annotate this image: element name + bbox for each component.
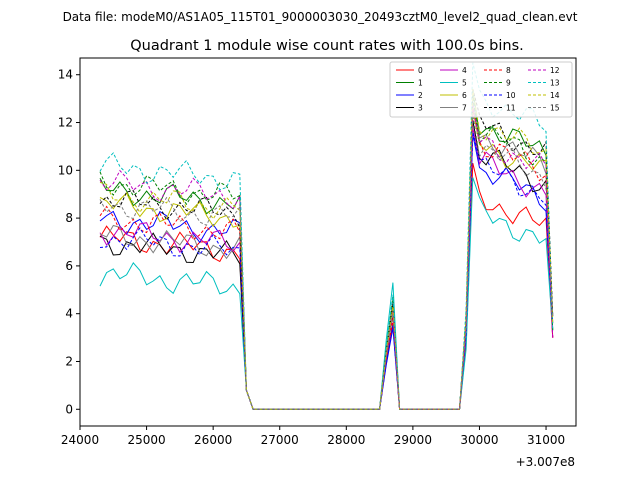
x-tick-label: 27000 (261, 433, 299, 447)
x-tick-label: 25000 (127, 433, 165, 447)
legend-label: 0 (418, 66, 423, 75)
legend-label: 5 (462, 79, 467, 88)
y-tick-label: 0 (65, 402, 73, 416)
legend-label: 11 (506, 104, 516, 113)
legend-label: 12 (550, 66, 560, 75)
legend-label: 6 (462, 91, 467, 100)
file-label: Data file: modeM0/AS1A05_115T01_90000030… (63, 10, 578, 24)
y-tick-label: 4 (65, 307, 73, 321)
x-tick-label: 29000 (394, 433, 432, 447)
legend-label: 8 (506, 66, 511, 75)
legend-label: 4 (462, 66, 467, 75)
y-tick-label: 14 (58, 68, 73, 82)
x-offset-label: +3.007e8 (516, 455, 575, 469)
x-tick-label: 28000 (327, 433, 365, 447)
legend-label: 1 (418, 79, 423, 88)
series-layer (99, 62, 554, 410)
y-axis: 0 2 4 6 8 10 12 14 (58, 68, 80, 416)
y-tick-label: 6 (65, 259, 73, 273)
y-tick-label: 8 (65, 211, 73, 225)
y-tick-label: 10 (58, 163, 73, 177)
legend-label: 10 (506, 91, 516, 100)
y-tick-label: 12 (58, 116, 73, 130)
x-axis: 24000 25000 26000 27000 28000 29000 30000 31000 (61, 426, 565, 447)
chart-title: Quadrant 1 module wise count rates with … (130, 38, 524, 54)
x-tick-label: 26000 (194, 433, 232, 447)
legend-label: 3 (418, 104, 423, 113)
legend-box (389, 61, 573, 118)
plot-frame (79, 57, 577, 427)
x-tick-label: 31000 (527, 433, 565, 447)
x-tick-label: 24000 (61, 433, 99, 447)
series-line-10 (99, 131, 554, 410)
legend-label: 9 (506, 79, 511, 88)
series-line-15 (99, 112, 554, 410)
plot-area (80, 58, 576, 426)
legend-label: 7 (462, 104, 467, 113)
legend-label: 15 (550, 104, 560, 113)
legend-label: 14 (550, 91, 560, 100)
legend-label: 13 (550, 79, 560, 88)
y-tick-label: 2 (65, 354, 73, 368)
x-tick-label: 30000 (460, 433, 498, 447)
legend-label: 2 (418, 91, 423, 100)
